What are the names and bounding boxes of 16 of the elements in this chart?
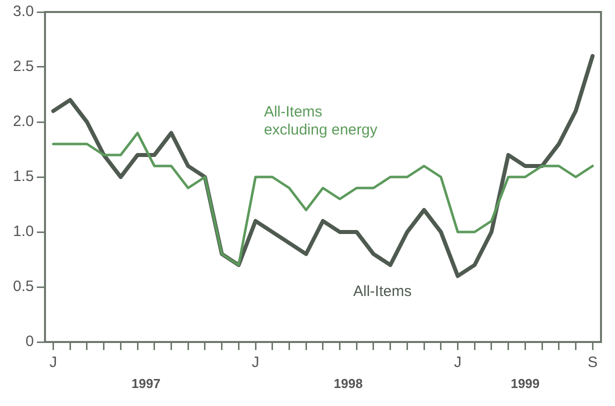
y-tick-label: 0 xyxy=(26,333,34,350)
y-tick-label: 0.5 xyxy=(12,278,34,296)
y-tick-label: 2.0 xyxy=(12,113,34,130)
y-tick-label: 2.5 xyxy=(12,58,34,76)
y-tick-label: 1.5 xyxy=(12,168,34,186)
y-tick-label: 1.0 xyxy=(12,223,34,240)
series-label: All-Items xyxy=(353,282,412,300)
x-tick-label: S xyxy=(588,354,598,372)
x-tick-label: J xyxy=(454,354,462,372)
text: 1997 xyxy=(132,376,160,391)
x-tick-label: J xyxy=(50,354,58,372)
text: 1999 xyxy=(510,376,540,391)
text: 1998 xyxy=(334,376,363,391)
y-tick-label: 3.0 xyxy=(12,3,34,20)
text: All-Items excluding energy xyxy=(264,104,378,138)
x-tick-label: J xyxy=(252,354,260,372)
